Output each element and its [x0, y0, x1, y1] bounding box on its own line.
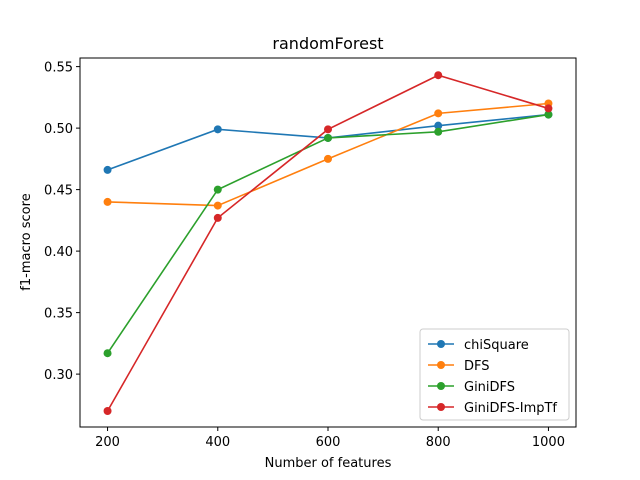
legend-label: GiniDFS	[464, 380, 515, 395]
plot-area	[103, 71, 553, 416]
y-tick-label: 0.55	[44, 61, 73, 76]
y-tick-label: 0.45	[44, 184, 73, 199]
data-point-2	[324, 133, 332, 142]
data-point-1	[434, 109, 443, 118]
y-tick-label: 0.50	[44, 122, 73, 137]
data-point-2	[544, 110, 553, 119]
data-point-3	[544, 104, 553, 113]
legend-label: GiniDFS-ImpTf	[464, 401, 557, 416]
legend-marker	[437, 361, 445, 369]
data-point-0	[213, 125, 222, 134]
y-axis: 0.30 0.35 0.40 0.45 0.50 0.55	[44, 61, 80, 383]
data-point-1	[324, 154, 332, 163]
x-tick-label: 800	[426, 435, 451, 450]
y-tick-label: 0.35	[44, 307, 73, 322]
legend-label: DFS	[464, 359, 490, 374]
data-point-0	[103, 165, 112, 174]
legend-frame	[419, 328, 570, 421]
data-point-3	[324, 125, 332, 134]
x-axis-label: Number of features	[265, 456, 392, 471]
data-point-1	[103, 197, 112, 206]
data-point-2	[103, 349, 112, 358]
x-axis: 200 400 600 800 1000	[95, 427, 565, 450]
y-axis-label: f1-macro score	[19, 193, 34, 290]
x-tick-label: 200	[95, 435, 120, 450]
y-tick-label: 0.40	[44, 245, 73, 260]
y-tick-label: 0.30	[44, 368, 73, 383]
legend-marker	[437, 382, 445, 390]
x-tick-label: 400	[205, 435, 230, 450]
data-point-2	[434, 127, 443, 136]
data-point-1	[213, 201, 222, 210]
data-point-3	[434, 71, 443, 80]
data-point-3	[103, 407, 112, 416]
data-point-0	[434, 121, 443, 130]
legend: chiSquare DFS GiniDFS GiniDFS-ImpTf	[419, 328, 570, 421]
x-tick-label: 600	[316, 435, 341, 450]
legend-marker	[437, 340, 445, 348]
legend-label: chiSquare	[464, 338, 529, 353]
x-tick-label: 1000	[532, 435, 565, 450]
legend-marker	[437, 403, 445, 411]
chart-title: randomForest	[272, 34, 383, 53]
data-point-2	[213, 185, 222, 194]
data-point-3	[213, 213, 222, 222]
